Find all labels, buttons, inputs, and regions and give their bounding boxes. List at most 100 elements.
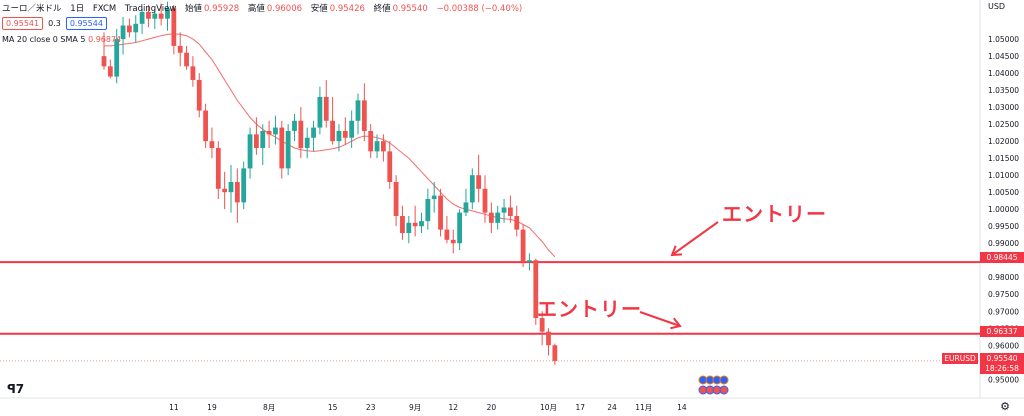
candle-body: [501, 207, 507, 213]
entry-arrow-2: [639, 311, 681, 327]
candle-body: [368, 130, 374, 152]
candle-body: [298, 120, 304, 148]
y-tick-label: 1.04500: [988, 52, 1019, 61]
candle-body: [412, 222, 418, 227]
candle-body: [482, 188, 488, 213]
y-tick-label: 0.95000: [988, 375, 1019, 384]
y-tick-label: 0.96000: [988, 341, 1019, 350]
candle-body: [133, 23, 139, 33]
candle-body: [514, 216, 520, 230]
candle-body: [184, 52, 189, 67]
x-tick-label: 23: [366, 403, 376, 412]
entry-arrow-2-head: [670, 317, 682, 330]
trade-buttons: 0.95541 0.3 0.95544: [2, 17, 107, 30]
candle-body: [508, 207, 513, 217]
x-tick-label: 19: [207, 403, 217, 412]
candle-body: [266, 130, 272, 135]
candle-body: [127, 25, 132, 33]
interval[interactable]: 1日: [70, 4, 85, 14]
candle-body: [330, 120, 335, 142]
candle-body: [387, 151, 393, 182]
entry-arrow-1: [671, 221, 719, 256]
buy-button[interactable]: 0.95544: [65, 17, 107, 30]
candle-body: [355, 100, 361, 121]
exchange: FXCM: [92, 4, 117, 14]
candle-body: [488, 212, 494, 223]
symbol-name[interactable]: ユーロ／米ドル: [2, 4, 62, 14]
last-price-label: 0.95540: [980, 353, 1024, 364]
candle-body: [317, 96, 323, 128]
candle-body: [406, 222, 412, 234]
x-tick-label: 15: [328, 403, 338, 412]
candle-body: [158, 13, 164, 19]
candle-body: [469, 175, 475, 203]
symbol-tag: EURUSD: [942, 353, 978, 364]
candle-body: [349, 120, 355, 138]
y-tick-label: 0.97500: [988, 290, 1019, 299]
event-marker: [719, 385, 729, 395]
y-tick-label: 1.03000: [988, 103, 1019, 112]
candle-body: [527, 260, 532, 262]
candle-body: [146, 11, 151, 19]
y-tick-label: 1.02000: [988, 137, 1019, 146]
candle-body: [323, 96, 329, 121]
candle-body: [241, 168, 247, 203]
candle-body: [177, 45, 183, 53]
candle-body: [222, 188, 228, 193]
candle-body: [120, 25, 126, 40]
candle-body: [101, 56, 107, 67]
candle-body: [165, 8, 170, 19]
candle-body: [196, 79, 202, 111]
candle-body: [304, 137, 310, 148]
candle-body: [139, 11, 145, 24]
y-tick-label: 1.05000: [988, 35, 1019, 44]
y-tick-label: 0.98000: [988, 273, 1019, 282]
tradingview-logo[interactable]: ꟼ7: [7, 382, 25, 396]
candle-body: [215, 147, 221, 189]
y-tick-label: 0.99500: [988, 222, 1019, 231]
candle-body: [279, 127, 285, 169]
close-value: 0.95540: [392, 4, 428, 14]
gear-icon[interactable]: ⚙: [1000, 400, 1010, 413]
hline-price-label-2: 0.96337: [980, 326, 1024, 337]
high-value: 0.96006: [266, 4, 303, 14]
candle-body: [381, 141, 386, 152]
change-value: −0.00388 (−0.40%): [436, 4, 523, 14]
entry-arrow-1-head: [670, 245, 683, 257]
candle-body: [254, 134, 259, 148]
candle-body: [425, 199, 431, 222]
candle-body: [228, 181, 234, 193]
spread-value: 0.3: [48, 19, 61, 28]
entry-annotation-2: エントリー: [537, 297, 642, 321]
candle-body: [463, 202, 469, 213]
ma-value: 0.96874: [88, 35, 122, 44]
y-tick-label: 1.01000: [988, 171, 1019, 180]
candle-body: [342, 130, 348, 138]
entry-annotation-1: エントリー: [722, 202, 827, 226]
x-tick-label: 11: [169, 403, 179, 412]
currency-label: USD: [988, 2, 1005, 11]
sell-button[interactable]: 0.95541: [2, 17, 44, 30]
ma-legend[interactable]: MA 20 close 0 SMA 5 0.96874: [2, 35, 121, 44]
x-tick-label: 11月: [635, 403, 652, 412]
y-tick-label: 1.04000: [988, 69, 1019, 78]
y-tick-label: 1.01500: [988, 154, 1019, 163]
candle-body: [260, 130, 266, 148]
x-tick-label: 14: [677, 403, 687, 412]
low-value: 0.95426: [329, 4, 365, 14]
candle-body: [393, 181, 399, 217]
candle-body: [431, 195, 437, 199]
candle-body: [476, 175, 482, 189]
candle-body: [444, 229, 450, 240]
x-tick-label: 12: [448, 403, 458, 412]
candle-body: [438, 195, 443, 230]
y-tick-label: 1.02500: [988, 120, 1019, 129]
candle-body: [533, 260, 539, 319]
x-tick-label: 24: [607, 403, 617, 412]
candle-body: [336, 130, 342, 142]
candle-body: [152, 13, 158, 19]
candle-body: [203, 110, 208, 142]
candle-body: [292, 120, 297, 131]
candle-body: [209, 141, 215, 148]
